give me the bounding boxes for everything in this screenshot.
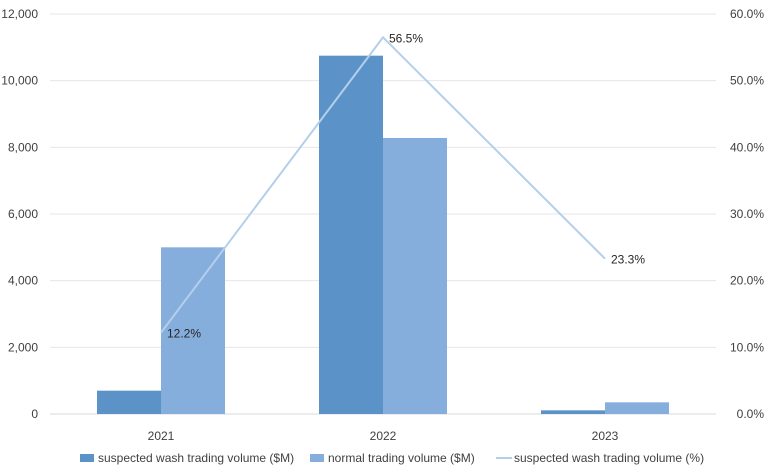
bar-wash-2023 (541, 410, 605, 414)
legend-swatch (80, 454, 94, 462)
data-label-2023: 23.3% (611, 253, 645, 267)
legend-label: suspected wash trading volume ($M) (98, 451, 294, 465)
left-axis-tick-label: 0 (31, 407, 38, 421)
line-wash-percentage (160, 35, 606, 334)
bar-normal-2021 (161, 247, 225, 414)
bar-wash-2021 (97, 390, 161, 414)
x-axis-tick-label: 2023 (592, 429, 619, 443)
data-label-2022: 56.5% (389, 31, 423, 45)
legend-label: suspected wash trading volume (%) (514, 451, 704, 465)
right-axis-tick-label: 40.0% (730, 140, 764, 154)
bar-normal-2022 (383, 138, 447, 414)
bar-wash-2022 (319, 55, 383, 415)
left-axis-tick-label: 2,000 (8, 340, 38, 354)
x-axis-tick-label: 2022 (370, 429, 397, 443)
left-axis-tick-label: 6,000 (8, 207, 38, 221)
right-axis-tick-label: 30.0% (730, 207, 764, 221)
right-axis-tick-label: 0.0% (737, 407, 765, 421)
left-axis-tick-label: 4,000 (8, 274, 38, 288)
bar-normal-2023 (605, 402, 669, 414)
left-axis-tick-label: 12,000 (1, 7, 38, 21)
right-axis-tick-label: 20.0% (730, 274, 764, 288)
x-axis-tick-label: 2021 (148, 429, 175, 443)
left-axis-tick-label: 10,000 (1, 74, 38, 88)
left-axis-tick-label: 8,000 (8, 140, 38, 154)
right-axis-tick-label: 60.0% (730, 7, 764, 21)
right-axis-tick-label: 10.0% (730, 340, 764, 354)
legend-swatch (310, 454, 324, 462)
data-label-2021: 12.2% (167, 327, 201, 341)
legend-label: normal trading volume ($M) (328, 451, 475, 465)
right-axis-tick-label: 50.0% (730, 74, 764, 88)
